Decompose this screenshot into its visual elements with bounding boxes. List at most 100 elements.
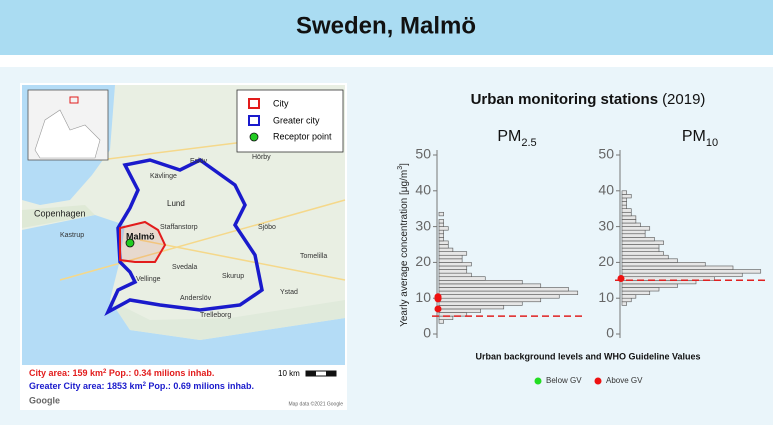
scale-label: 10 km — [278, 369, 300, 378]
legend-greater-swatch — [248, 115, 260, 126]
bar — [438, 290, 579, 295]
station — [434, 295, 442, 303]
chart-title-part: PM — [497, 128, 521, 145]
y-axis-label: Yearly average concentration [μg/m3] — [397, 163, 409, 327]
bar — [621, 251, 664, 256]
place-label: Anderslöv — [180, 295, 212, 302]
bar — [621, 244, 660, 249]
bar — [621, 258, 678, 263]
bar — [621, 283, 678, 288]
bar — [621, 262, 706, 267]
bar — [438, 226, 449, 231]
bar — [438, 233, 444, 238]
place-label: Lund — [167, 199, 185, 208]
chart-title-part: PM — [682, 128, 706, 145]
scale-bar-part — [306, 371, 316, 376]
greater-info-part: 2 — [143, 382, 147, 388]
y-tick-label: 30 — [598, 217, 614, 233]
bar — [438, 247, 454, 252]
bar — [621, 290, 651, 295]
map-credit: Map data ©2021 Google — [288, 400, 343, 407]
city-info-part: Pop.: 0.34 milions inhab. — [106, 368, 214, 378]
caption: Urban background levels and WHO Guidelin… — [475, 351, 700, 361]
bar — [621, 269, 762, 274]
panel-title: Urban monitoring stations (2019) — [471, 91, 706, 108]
y-tick-label: 0 — [423, 325, 431, 341]
bar — [438, 251, 468, 256]
bar — [621, 272, 743, 278]
bar — [621, 294, 637, 299]
y-axis-label-part: 3 — [397, 166, 404, 170]
bar — [438, 265, 468, 270]
scale-bar-part — [326, 371, 336, 376]
bar — [438, 297, 542, 303]
legend-receptor-swatch — [249, 132, 259, 142]
place-label: Kävlinge — [150, 173, 177, 180]
receptor-point — [125, 238, 135, 248]
bar — [438, 279, 523, 285]
bar — [621, 215, 637, 220]
bar — [621, 240, 664, 245]
place-label: Copenhagen — [34, 208, 86, 218]
bar — [438, 276, 486, 281]
city-info-part: City area: 159 km — [29, 368, 103, 378]
header-gap — [0, 55, 773, 67]
greater-info: Greater City area: 1853 km2 Pop.: 0.69 m… — [29, 381, 254, 391]
city-info: City area: 159 km2 Pop.: 0.34 milions in… — [29, 368, 214, 378]
bar — [621, 265, 734, 270]
legend-city-swatch — [248, 98, 260, 109]
y-tick-label: 20 — [415, 253, 431, 269]
sea — [22, 215, 345, 365]
bar — [621, 254, 669, 260]
chart-title-part: 2.5 — [521, 137, 536, 149]
inset-marker — [69, 96, 79, 104]
bar — [621, 197, 627, 202]
legend-label: Greater city — [273, 115, 320, 125]
bar — [438, 301, 523, 306]
bar — [438, 319, 444, 324]
city-boundary — [119, 220, 167, 263]
y-axis-label-part: Yearly average concentration [μg/m — [399, 170, 410, 327]
bar — [621, 201, 627, 206]
y-tick-label: 20 — [598, 253, 614, 269]
bar — [438, 254, 463, 260]
place-label: Eslöv — [190, 158, 208, 165]
place-label: Kastrup — [60, 232, 84, 239]
chart-title: PM2.5 — [497, 128, 536, 149]
place-label: Ystad — [280, 289, 298, 296]
station — [434, 305, 442, 313]
place-label: Malmö — [126, 231, 155, 241]
bar — [438, 305, 505, 310]
legend-swatch — [594, 377, 602, 385]
bar — [621, 208, 632, 213]
map: City Greater city Receptor point Copenha… — [20, 83, 347, 410]
bar — [438, 229, 444, 235]
chart-title: PM10 — [682, 128, 718, 149]
bar — [621, 287, 660, 292]
bar — [438, 244, 449, 249]
place-label: Trelleborg — [200, 312, 231, 319]
coast — [22, 205, 95, 228]
bar — [621, 194, 632, 199]
bar — [438, 308, 481, 313]
bar — [621, 226, 651, 231]
bar — [438, 258, 463, 263]
greater-info-part: Pop.: 0.69 milions inhab. — [146, 381, 254, 391]
bar — [438, 237, 444, 242]
map-info-box — [22, 365, 345, 408]
legend-label: Below GV — [546, 376, 582, 385]
bar — [438, 219, 444, 224]
bar — [621, 276, 715, 281]
bar — [438, 222, 444, 227]
header-band — [0, 0, 773, 55]
page-title: Sweden, Malmö — [296, 12, 476, 39]
bar — [438, 269, 468, 274]
place-label: Sjöbo — [258, 224, 276, 231]
legend-label: Above GV — [606, 376, 643, 385]
bar — [621, 190, 627, 195]
station — [617, 275, 625, 283]
bar — [621, 247, 660, 252]
y-tick-label: 50 — [415, 146, 431, 162]
bar — [621, 233, 646, 238]
